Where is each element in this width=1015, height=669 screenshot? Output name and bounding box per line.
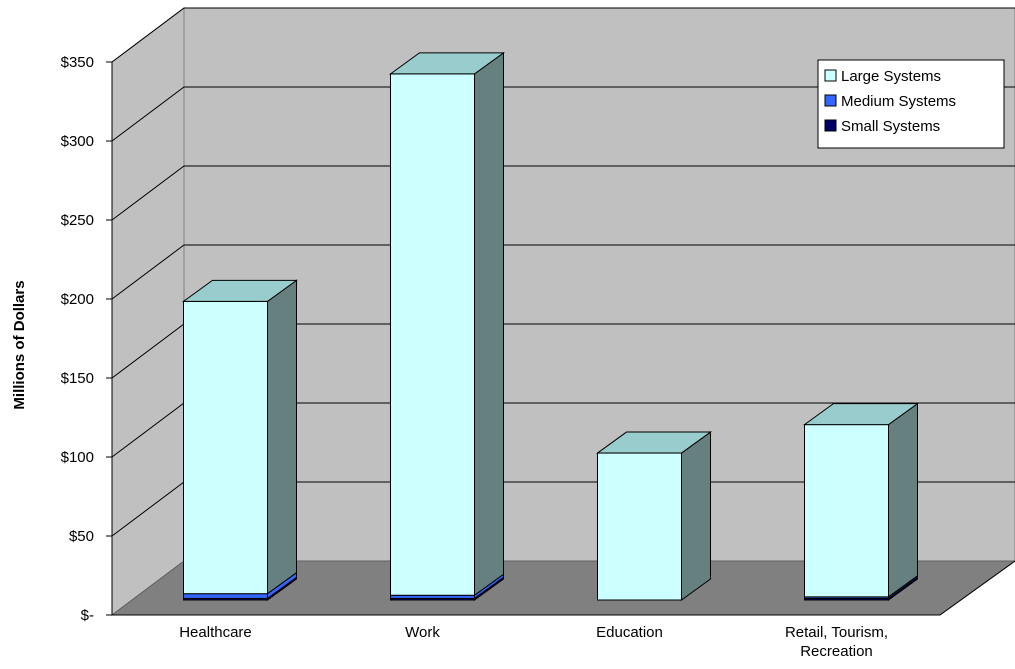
- x-tick-label: Retail, Tourism, Recreation: [785, 624, 888, 660]
- bar-segment: [183, 300, 268, 595]
- x-tick-label-line: Retail, Tourism,: [785, 624, 888, 641]
- y-axis: $- $50 $100 $150 $200 $250 $300 $350: [61, 54, 113, 624]
- bars: [181, 51, 920, 601]
- bar-segment: [183, 593, 268, 599]
- y-tick-label: $150: [61, 370, 94, 387]
- legend-swatch: [824, 119, 837, 132]
- bar-top: [181, 279, 299, 302]
- x-tick-label: Education: [596, 624, 663, 641]
- gridline: [111, 244, 1015, 300]
- floor-edge: [939, 560, 1015, 616]
- bar-segment: [390, 73, 475, 596]
- bar-top: [802, 403, 920, 426]
- bar-side: [888, 402, 918, 598]
- legend-swatch: [824, 69, 837, 82]
- bar-segment: [804, 424, 889, 598]
- bar-stack: [388, 51, 506, 601]
- side-wall: [111, 7, 185, 616]
- x-tick-label: Work: [405, 624, 440, 641]
- y-tick-label: $250: [61, 212, 94, 229]
- legend-label: Small Systems: [841, 118, 940, 135]
- legend-label: Large Systems: [841, 68, 941, 85]
- legend-swatch: [824, 94, 837, 107]
- x-tick-label: Healthcare: [179, 624, 252, 641]
- legend-label: Medium Systems: [841, 93, 956, 110]
- bar-top: [388, 52, 506, 75]
- bar-side: [267, 279, 297, 595]
- legend: Large Systems Medium Systems Small Systems: [817, 59, 1005, 149]
- y-tick-label: $50: [69, 528, 94, 545]
- bar-side: [474, 51, 504, 597]
- y-tick-label: $-: [81, 607, 94, 624]
- bar-segment: [597, 452, 682, 601]
- y-tick-label: $200: [61, 291, 94, 308]
- bar-stack: [595, 431, 713, 601]
- y-tick-label: $300: [61, 133, 94, 150]
- bar-top: [595, 431, 713, 454]
- gridline: [111, 165, 1015, 221]
- bar-side: [681, 431, 711, 601]
- x-axis: Healthcare Work Education Retail, Tourism, R…: [112, 560, 1015, 660]
- y-axis-title: Millions of Dollars: [11, 280, 28, 409]
- bar-stack: [802, 402, 920, 601]
- legend-box: [817, 59, 1005, 149]
- gridline: [111, 86, 1015, 142]
- y-tick-label: $100: [61, 449, 94, 466]
- bar-stack: [181, 279, 299, 601]
- gridline: [111, 7, 1015, 63]
- x-tick-label-line: Recreation: [800, 643, 873, 660]
- y-tick-label: $350: [61, 54, 94, 71]
